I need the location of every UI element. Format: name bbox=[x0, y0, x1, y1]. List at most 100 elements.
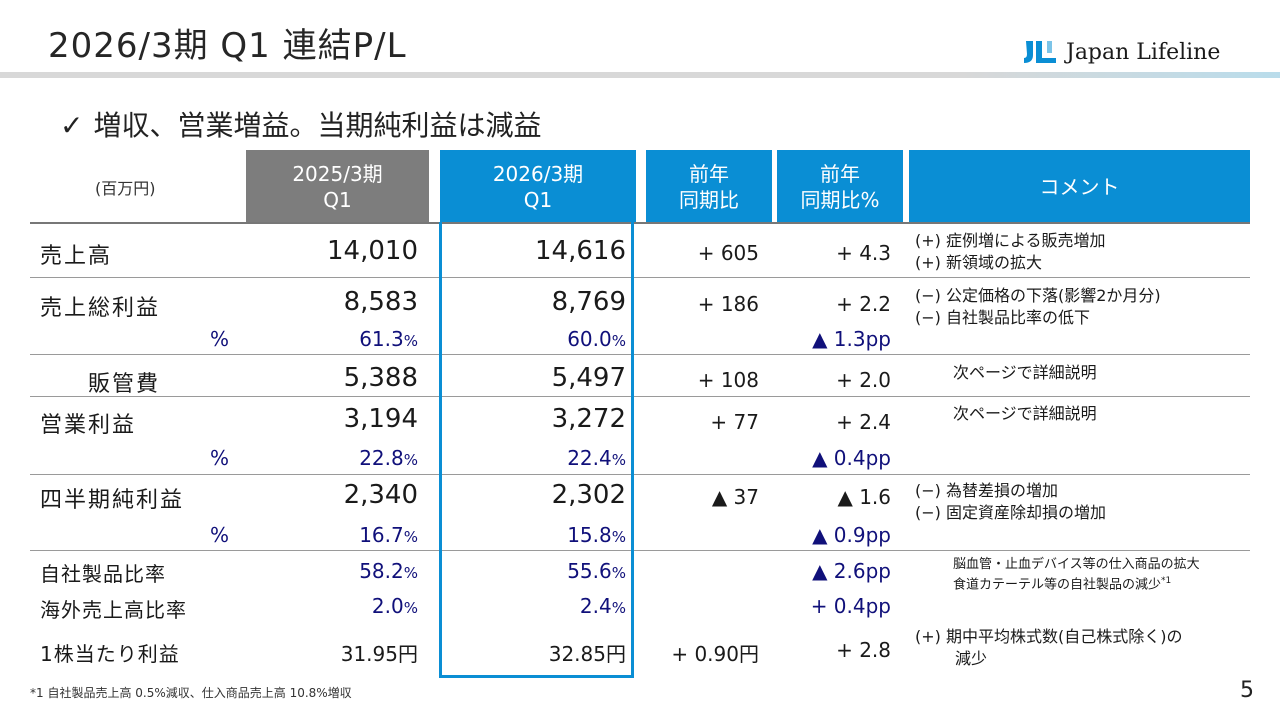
gross-prev: 8,583 bbox=[343, 287, 418, 317]
own-ratio-diff: ▲ 2.6pp bbox=[812, 559, 891, 583]
header-line: 前年 bbox=[689, 161, 729, 186]
sales-comment: (+) 症例増による販売増加 (+) 新領域の拡大 bbox=[915, 230, 1106, 274]
header-yoy-pct: 前年 同期比% bbox=[777, 150, 903, 223]
own-ratio-comment: 脳血管・止血デバイス等の仕入商品の拡大 食道カテーテル等の自社製品の減少*1 bbox=[953, 556, 1200, 593]
op-comment: 次ページで詳細説明 bbox=[953, 404, 1097, 423]
value: 15.8 bbox=[567, 523, 612, 547]
net-margin-diff: ▲ 0.9pp bbox=[812, 523, 891, 547]
check-icon: ✓ bbox=[60, 109, 84, 142]
own-ratio-prev: 58.2% bbox=[359, 559, 418, 583]
row-label-eps: 1株当たり利益 bbox=[40, 642, 180, 666]
footnote: *1 自社製品売上高 0.5%減収、仕入商品売上高 10.8%増収 bbox=[30, 686, 352, 700]
eps-prev: 31.95円 bbox=[340, 642, 418, 666]
unit: % bbox=[403, 528, 418, 546]
comment-line: (−) 為替差損の増加 bbox=[915, 481, 1058, 500]
comment-line: 減少 bbox=[955, 649, 988, 668]
comment-line: 食道カテーテル等の自社製品の減少 bbox=[953, 577, 1162, 593]
footnote-marker: *1 bbox=[1161, 576, 1172, 586]
row-divider bbox=[30, 354, 1250, 355]
value: 60.0 bbox=[567, 327, 612, 351]
current-period-highlight bbox=[439, 222, 634, 678]
unit: % bbox=[611, 451, 626, 469]
op-margin-label: % bbox=[210, 446, 230, 470]
net-margin-prev: 16.7% bbox=[359, 523, 418, 547]
sales-diff: + 605 bbox=[697, 241, 759, 265]
comment-line: (−) 公定価格の下落(影響2か月分) bbox=[915, 286, 1161, 305]
header-line: コメント bbox=[1039, 174, 1120, 199]
table-top-rule bbox=[30, 222, 1250, 224]
op-pct: + 2.4 bbox=[836, 410, 891, 434]
net-prev: 2,340 bbox=[343, 480, 418, 510]
op-margin-curr: 22.4% bbox=[567, 446, 626, 470]
net-pct: ▲ 1.6 bbox=[837, 485, 891, 509]
value: 55.6 bbox=[567, 559, 612, 583]
sga-pct: + 2.0 bbox=[836, 368, 891, 392]
eps-comment: (+) 期中平均株式数(自己株式除く)の 減少 bbox=[915, 626, 1182, 670]
comment-line: 脳血管・止血デバイス等の仕入商品の拡大 bbox=[953, 557, 1200, 572]
unit-label: (百万円) bbox=[95, 179, 156, 198]
unit: % bbox=[403, 451, 418, 469]
value: 58.2 bbox=[359, 559, 404, 583]
value: 2.0 bbox=[371, 594, 404, 618]
row-label-own-product-ratio: 自社製品比率 bbox=[40, 562, 166, 586]
gross-curr: 8,769 bbox=[551, 287, 626, 317]
page-title: 2026/3期 Q1 連結P/L bbox=[48, 26, 407, 66]
eps-curr: 32.85円 bbox=[548, 642, 626, 666]
value: 2.4 bbox=[579, 594, 612, 618]
sales-pct: + 4.3 bbox=[836, 241, 891, 265]
sga-diff: + 108 bbox=[697, 368, 759, 392]
gross-diff: + 186 bbox=[697, 292, 759, 316]
row-label-gross-profit: 売上総利益 bbox=[40, 296, 161, 321]
header-line: 前年 bbox=[820, 161, 860, 186]
gross-pct: + 2.2 bbox=[836, 292, 891, 316]
gross-margin-curr: 60.0% bbox=[567, 327, 626, 351]
row-label-sga: 販管費 bbox=[88, 372, 161, 397]
unit: % bbox=[403, 564, 418, 582]
header-line: Q1 bbox=[523, 187, 553, 212]
title-divider bbox=[0, 72, 1280, 78]
gross-margin-diff: ▲ 1.3pp bbox=[812, 327, 891, 351]
row-label-net-profit: 四半期純利益 bbox=[40, 488, 185, 513]
comment-line: (+) 新領域の拡大 bbox=[915, 253, 1042, 272]
company-logo: Japan Lifeline bbox=[1022, 36, 1220, 68]
header-line: 同期比% bbox=[800, 187, 880, 212]
header-prev-q1: 2025/3期 Q1 bbox=[246, 150, 429, 223]
op-margin-diff: ▲ 0.4pp bbox=[812, 446, 891, 470]
sga-curr: 5,497 bbox=[551, 363, 626, 393]
overseas-ratio-curr: 2.4% bbox=[580, 594, 626, 618]
overseas-ratio-prev: 2.0% bbox=[372, 594, 418, 618]
value: 22.8 bbox=[359, 446, 404, 470]
sales-prev: 14,010 bbox=[327, 236, 418, 266]
value: 22.4 bbox=[567, 446, 612, 470]
unit: % bbox=[611, 332, 626, 350]
net-diff: ▲ 37 bbox=[711, 485, 759, 509]
value: 61.3 bbox=[359, 327, 404, 351]
header-line: 2025/3期 bbox=[292, 161, 383, 186]
comment-line: (−) 自社製品比率の低下 bbox=[915, 308, 1090, 327]
net-margin-label: % bbox=[210, 523, 230, 547]
header-line: Q1 bbox=[323, 187, 352, 212]
headline-text: 増収、営業増益。当期純利益は減益 bbox=[93, 109, 542, 142]
header-comment: コメント bbox=[909, 150, 1250, 223]
unit: % bbox=[403, 332, 418, 350]
op-diff: + 77 bbox=[710, 410, 759, 434]
net-margin-curr: 15.8% bbox=[567, 523, 626, 547]
comment-line: (−) 固定資産除却損の増加 bbox=[915, 503, 1106, 522]
op-curr: 3,272 bbox=[551, 404, 626, 434]
header-line: 2026/3期 bbox=[492, 161, 584, 186]
own-ratio-curr: 55.6% bbox=[567, 559, 626, 583]
overseas-ratio-diff: + 0.4pp bbox=[810, 594, 891, 618]
net-comment: (−) 為替差損の増加 (−) 固定資産除却損の増加 bbox=[915, 480, 1106, 524]
comment-line: (+) 期中平均株式数(自己株式除く)の bbox=[915, 627, 1183, 646]
row-divider bbox=[30, 550, 1250, 551]
header-line: 同期比 bbox=[679, 187, 739, 212]
unit: % bbox=[611, 528, 626, 546]
value: 16.7 bbox=[359, 523, 404, 547]
gross-comment: (−) 公定価格の下落(影響2か月分) (−) 自社製品比率の低下 bbox=[915, 285, 1161, 329]
header-curr-q1: 2026/3期 Q1 bbox=[440, 150, 636, 223]
sga-comment: 次ページで詳細説明 bbox=[953, 363, 1097, 382]
sales-curr: 14,616 bbox=[535, 236, 626, 266]
op-prev: 3,194 bbox=[343, 404, 418, 434]
unit: % bbox=[611, 599, 626, 617]
eps-diff: + 0.90円 bbox=[671, 642, 759, 666]
